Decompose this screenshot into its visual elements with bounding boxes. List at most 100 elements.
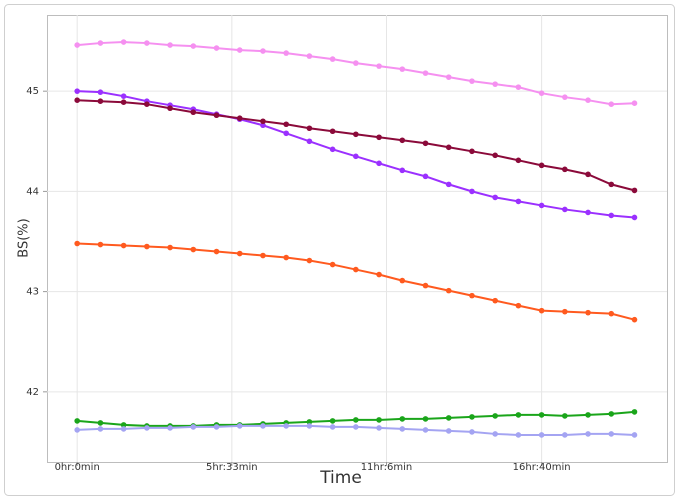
point: [608, 212, 615, 219]
point: [283, 423, 289, 429]
frame: [4, 4, 675, 496]
point: [631, 316, 638, 323]
point: [120, 99, 127, 105]
point: [562, 94, 568, 100]
point: [492, 413, 498, 419]
point: [376, 271, 382, 278]
point: [469, 429, 475, 435]
point: [585, 97, 591, 103]
x-tick-label: 11hr:6min: [361, 462, 413, 473]
point: [236, 423, 243, 429]
point: [120, 39, 127, 45]
point: [608, 181, 615, 188]
point: [144, 101, 150, 107]
point: [190, 43, 197, 49]
point: [306, 125, 313, 132]
point: [445, 287, 452, 294]
point: [515, 157, 522, 164]
point: [74, 42, 80, 48]
point: [167, 244, 173, 251]
point: [329, 146, 336, 153]
point: [538, 307, 545, 314]
point: [74, 97, 80, 103]
point: [492, 81, 498, 87]
point: [213, 112, 220, 119]
point: [515, 84, 522, 90]
point: [283, 130, 289, 137]
point: [399, 416, 406, 422]
point: [236, 250, 243, 257]
point: [376, 425, 382, 431]
point: [562, 308, 568, 315]
point: [306, 138, 313, 145]
point: [376, 134, 382, 141]
y-tick-label: 43: [26, 287, 39, 298]
point: [515, 432, 522, 438]
point: [120, 422, 127, 428]
point: [144, 243, 150, 250]
point: [74, 418, 80, 424]
point: [120, 426, 127, 432]
point: [422, 282, 429, 289]
point: [631, 409, 638, 415]
point: [167, 425, 173, 431]
point: [562, 413, 568, 419]
point: [445, 415, 452, 421]
point: [585, 412, 591, 418]
point: [399, 426, 406, 432]
point: [144, 40, 150, 46]
point: [585, 209, 591, 216]
point: [353, 266, 359, 273]
point: [167, 42, 173, 48]
point: [353, 417, 359, 423]
point: [469, 188, 475, 195]
point: [608, 310, 615, 317]
point: [631, 187, 638, 194]
point: [445, 74, 452, 80]
point: [120, 242, 127, 249]
point: [399, 277, 406, 284]
point: [562, 432, 568, 438]
point: [283, 254, 289, 261]
point: [74, 88, 80, 94]
y-axis-label: BS(%): [17, 218, 32, 257]
point: [492, 431, 498, 437]
point: [329, 56, 336, 62]
point: [469, 148, 475, 155]
point: [631, 432, 638, 438]
point: [353, 60, 359, 66]
point: [97, 420, 104, 426]
point: [97, 426, 104, 432]
point: [585, 171, 591, 178]
point: [422, 416, 429, 422]
point: [585, 431, 591, 437]
point: [469, 414, 475, 420]
point: [353, 424, 359, 430]
point: [329, 128, 336, 135]
point: [469, 78, 475, 84]
point: [306, 423, 313, 429]
plot-area: [47, 15, 668, 463]
y-tick-label: 42: [26, 387, 39, 398]
point: [445, 144, 452, 151]
point: [329, 261, 336, 268]
point: [74, 427, 80, 433]
point: [213, 424, 220, 430]
point: [515, 412, 522, 418]
point: [260, 48, 266, 54]
y-tick-label: 44: [26, 186, 39, 197]
point: [260, 423, 266, 429]
point: [376, 417, 382, 423]
x-tick-label: 0hr:0min: [55, 462, 100, 473]
point: [260, 252, 266, 259]
point: [445, 181, 452, 188]
point: [167, 105, 173, 112]
point: [306, 419, 313, 425]
point: [260, 118, 266, 125]
point: [283, 50, 289, 56]
point: [260, 122, 266, 129]
point: [469, 292, 475, 299]
point: [492, 194, 498, 201]
x-axis-label: Time: [319, 468, 362, 488]
point: [422, 173, 429, 180]
